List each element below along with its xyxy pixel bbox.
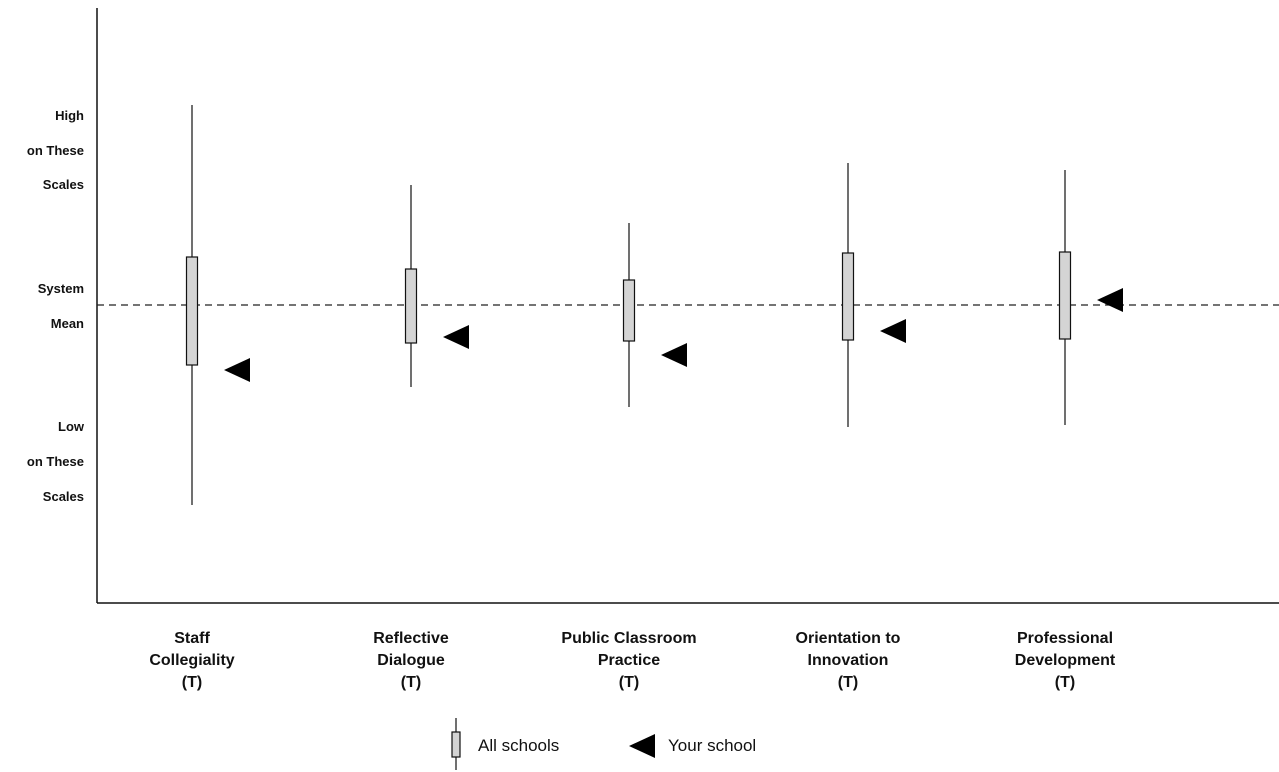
plot-marks: [185, 105, 1123, 505]
y-label-low-2: on These: [27, 454, 84, 469]
y-label-high-2: on These: [27, 143, 84, 158]
y-label-mean-1: System: [38, 281, 84, 296]
category-label-orientation-to-innovation-0: Orientation to: [796, 630, 901, 647]
category-label-staff-collegiality-1: Collegiality: [149, 652, 234, 669]
category-label-staff-collegiality-0: Staff: [174, 630, 210, 647]
box-orientation-to-innovation: [841, 252, 855, 341]
y-label-low-3: Scales: [43, 489, 84, 504]
y-scale-labels: High on These Scales System Mean Low on …: [27, 108, 85, 504]
category-label-public-classroom-practice-0: Public Classroom: [561, 630, 696, 647]
category-label-public-classroom-practice-1: Practice: [598, 652, 660, 669]
legend-label-all-schools: All schools: [478, 736, 559, 755]
category-label-orientation-to-innovation-1: Innovation: [808, 652, 889, 669]
category-label-professional-development-1: Development: [1015, 652, 1116, 669]
y-label-high-3: Scales: [43, 177, 84, 192]
category-labels: Staff Collegiality (T) Reflective Dialogue (T…: [149, 630, 1116, 691]
category-label-reflective-dialogue-1: Dialogue: [377, 652, 445, 669]
category-label-reflective-dialogue-0: Reflective: [373, 630, 449, 647]
category-label-reflective-dialogue-2: (T): [401, 674, 421, 691]
category-label-orientation-to-innovation-2: (T): [838, 674, 858, 691]
your-school-marker-public-classroom-practice: [661, 343, 687, 367]
box-public-classroom-practice: [622, 279, 636, 342]
your-school-marker-reflective-dialogue: [443, 325, 469, 349]
legend-triangle-icon: [629, 734, 655, 758]
category-label-staff-collegiality-2: (T): [182, 674, 202, 691]
your-school-marker-professional-development: [1097, 288, 1123, 312]
box-professional-development: [1058, 251, 1072, 340]
legend: All schools Your school: [451, 718, 756, 770]
category-label-professional-development-2: (T): [1055, 674, 1075, 691]
legend-label-your-school: Your school: [668, 736, 756, 755]
your-school-marker-staff-collegiality: [224, 358, 250, 382]
legend-box-icon: [451, 731, 461, 758]
y-label-mean-2: Mean: [51, 316, 84, 331]
y-label-low-1: Low: [58, 419, 85, 434]
your-school-marker-orientation-to-innovation: [880, 319, 906, 343]
box-reflective-dialogue: [404, 268, 418, 344]
y-label-high-1: High: [55, 108, 84, 123]
category-label-professional-development-0: Professional: [1017, 630, 1113, 647]
category-label-public-classroom-practice-2: (T): [619, 674, 639, 691]
box-staff-collegiality: [185, 256, 199, 366]
